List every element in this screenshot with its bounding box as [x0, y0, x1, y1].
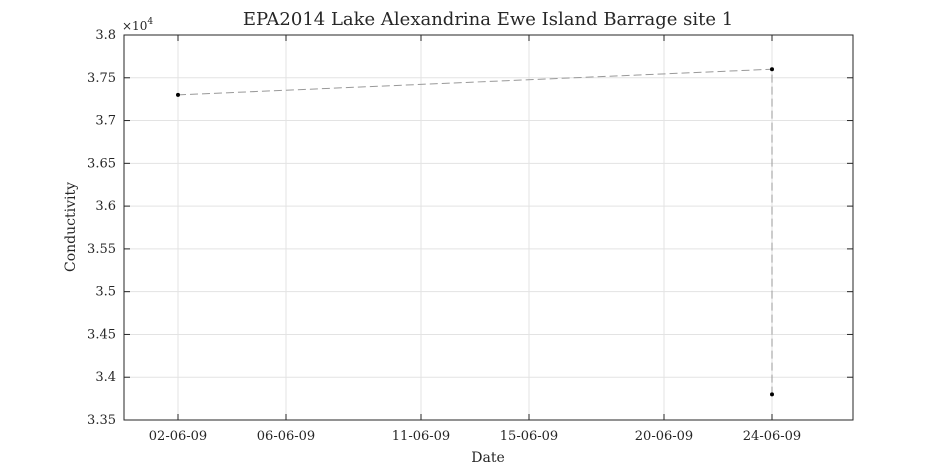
- x-tick-label: 15-06-09: [500, 429, 558, 444]
- data-series: [176, 67, 774, 397]
- x-axis-label: Date: [471, 450, 504, 466]
- y-exponent-power: 4: [147, 17, 153, 27]
- x-tick-label: 06-06-09: [257, 429, 315, 444]
- y-axis-label: Conductivity: [63, 182, 79, 272]
- plot-frame: [123, 34, 854, 421]
- x-tick-label: 02-06-09: [149, 429, 207, 444]
- y-tick-label: 3.7: [95, 114, 116, 129]
- y-tick-label: 3.35: [87, 413, 116, 428]
- y-tick-label: 3.6: [95, 199, 116, 214]
- y-tick-label: 3.75: [87, 71, 116, 86]
- chart-title: EPA2014 Lake Alexandrina Ewe Island Barr…: [243, 9, 733, 30]
- y-tick-label: 3.55: [87, 242, 116, 257]
- y-tick-label: 3.8: [95, 28, 116, 43]
- x-tick-label: 11-06-09: [392, 429, 450, 444]
- plot-area: [124, 35, 853, 420]
- y-tick-label: 3.65: [87, 156, 116, 171]
- x-tick-label: 24-06-09: [743, 429, 801, 444]
- y-tick-label: 3.4: [95, 370, 116, 385]
- axis-ticks: 3.35 3.4 3.45 3.5 3.55 3.6 3.65 3.7 3.75 3.8 02-06…: [87, 28, 853, 444]
- y-axis-exponent: ×104: [122, 17, 153, 33]
- y-tick-label: 3.5: [95, 285, 116, 300]
- y-tick-label: 3.45: [87, 327, 116, 342]
- data-point: [770, 392, 774, 397]
- data-point: [176, 92, 180, 97]
- data-point: [770, 67, 774, 72]
- y-exponent-base: ×10: [122, 19, 147, 33]
- x-tick-label: 20-06-09: [635, 429, 693, 444]
